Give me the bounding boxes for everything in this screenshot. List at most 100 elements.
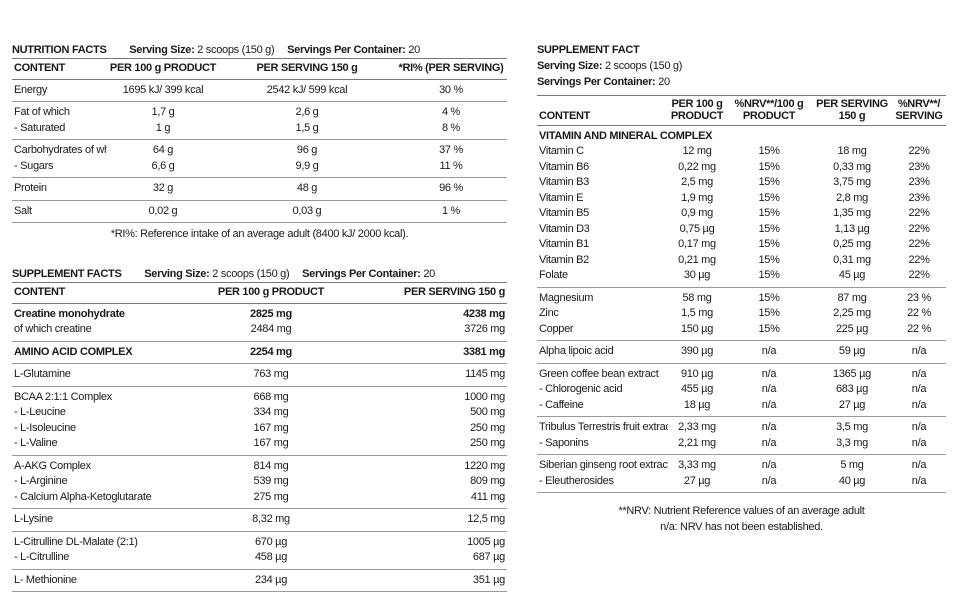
value: 20 [408, 44, 420, 56]
cell: n/a [761, 459, 777, 471]
footnote: n/a: NRV has not been established. [660, 521, 823, 533]
row-group: Carbohydrates of which 64 g 96 g 37 % - Suga… [12, 140, 507, 178]
row: Vitamin B5 0,9 mg 15% 1,35 mg 22% [537, 206, 946, 222]
cell: 15% [758, 291, 780, 304]
title: SUPPLEMENT FACT [537, 44, 640, 56]
cell: 2484 mg [250, 323, 292, 335]
cell: n/a [911, 367, 927, 380]
value: 2 scoops (150 g) [212, 268, 290, 280]
column-header: PER SERVING 150 g [219, 58, 395, 80]
cell: 455 µg [680, 383, 714, 395]
cell: 1220 mg [464, 459, 505, 472]
row: Carbohydrates of which 64 g 96 g 37 % [12, 140, 507, 159]
cell: 37 % [439, 144, 463, 156]
cell: 48 g [296, 182, 318, 194]
cell: 1,5 g [295, 121, 319, 134]
cell: 275 mg [253, 490, 289, 503]
row-label: Siberian ginseng root extract [539, 459, 668, 471]
label: Serving Size: [537, 60, 603, 72]
row-label: Salt [14, 204, 32, 217]
row-group: VITAMIN AND MINERAL COMPLEX Vitamin C 12 m… [537, 126, 946, 287]
cell: 1145 mg [465, 368, 505, 380]
footnote: *RI%: Reference intake of an average adu… [110, 228, 409, 240]
row: Zinc 1,5 mg 15% 2,25 mg 22 % [537, 306, 946, 322]
cell: 2,21 mg [678, 436, 716, 449]
cell: 2542 kJ/ 599 kcal [266, 83, 348, 96]
cell: n/a [911, 474, 927, 487]
cell: 3,75 mg [833, 176, 871, 188]
row-label: Vitamin B1 [539, 238, 589, 250]
row-label: - L-Arginine [14, 475, 68, 487]
cell: 3,5 mg [836, 421, 868, 433]
row-label: - Caffeine [539, 398, 584, 411]
cell: 150 µg [680, 322, 714, 335]
table-head: CONTENT PER 100 g PRODUCT PER SERVING 150 … [12, 58, 507, 80]
cell: 2254 mg [250, 345, 292, 358]
row: L-Citrulline DL-Malate (2:1) 670 µg 1005 µ… [12, 531, 507, 550]
row-group: Magnesium 58 mg 15% 87 mg 23 % Zinc 1,5 mg 15% 2… [537, 287, 946, 341]
cell: 45 µg [838, 269, 866, 281]
cell: 234 µg [254, 573, 288, 586]
row: of which creatine 2484 mg 3726 mg [12, 322, 507, 341]
cell: 64 g [152, 144, 174, 156]
cell: 12,5 mg [467, 513, 505, 525]
row-label: L-Lysine [14, 513, 53, 525]
cell: n/a [761, 474, 777, 487]
footnotes: **NRV: Nutrient Reference values of an a… [537, 503, 946, 535]
row-group: L-Lysine 8,32 mg 12,5 mg [12, 509, 507, 531]
cell: 3,33 mg [678, 459, 716, 471]
cell: 500 mg [470, 406, 505, 418]
row: Vitamin B2 0,21 mg 15% 0,31 mg 22% [537, 253, 946, 269]
supplement-fact-table: CONTENT PER 100 g PRODUCT %NRV**/100 g PRO… [537, 95, 946, 493]
row-group: Energy 1695 kJ/ 399 kcal 2542 kJ/ 599 kcal… [12, 79, 507, 102]
row: - L-Arginine 539 mg 809 mg [12, 474, 507, 490]
cell: 22% [908, 207, 930, 219]
row-label: - Chlorogenic acid [539, 383, 623, 395]
row-group: Siberian ginseng root extract 3,33 mg n/a 5… [537, 455, 946, 493]
column-header: CONTENT [12, 58, 107, 80]
table-head: CONTENT PER 100 g PRODUCT %NRV**/100 g PRO… [537, 95, 946, 126]
row-label: L-Citrulline DL-Malate (2:1) [14, 535, 138, 548]
nutrition-header: NUTRITION FACTS Serving Size: 2 scoops (… [12, 42, 507, 58]
column-header: CONTENT [537, 95, 668, 126]
servings-line: Servings Per Container: 20 [537, 74, 946, 90]
row: Energy 1695 kJ/ 399 kcal 2542 kJ/ 599 kcal… [12, 79, 507, 102]
row: Vitamin C 12 mg 15% 18 mg 22% [537, 144, 946, 160]
title: SUPPLEMENT FACT [537, 42, 946, 58]
row-group: L-Citrulline DL-Malate (2:1) 670 µg 1005 µ… [12, 531, 507, 569]
cell: 250 mg [470, 421, 505, 434]
row-group: Creatine monohydrate 2825 mg 4238 mg of whi… [12, 303, 507, 341]
cell: 351 µg [472, 573, 505, 586]
cell: 30 % [439, 83, 463, 96]
cell: 22 % [907, 322, 931, 335]
cell: 0,31 mg [833, 253, 871, 266]
label: Servings Per Container: [302, 268, 421, 280]
row: - Saponins 2,21 mg n/a 3,3 mg n/a [537, 436, 946, 455]
row: - Eleutherosides 27 µg n/a 40 µg n/a [537, 474, 946, 493]
row: Vitamin E 1,9 mg 15% 2,8 mg 23% [537, 191, 946, 207]
cell: 225 µg [835, 322, 869, 335]
cell: 23% [908, 160, 930, 173]
row: L-Glutamine 763 mg 1145 mg [12, 364, 507, 387]
cell: 539 mg [253, 475, 289, 487]
cell: 910 µg [680, 367, 714, 380]
row: - L-Citrulline 458 µg 687 µg [12, 550, 507, 569]
cell: 1 % [441, 204, 461, 217]
cell: 22% [908, 238, 930, 250]
supplement-header: SUPPLEMENT FACTS Serving Size: 2 scoops … [12, 266, 507, 282]
cell: 458 µg [254, 551, 288, 563]
row: Alpha lipoic acid 390 µg n/a 59 µg n/a [537, 341, 946, 364]
cell: 23 % [907, 291, 931, 304]
row-label: - L-Citrulline [14, 551, 70, 563]
cell: 87 mg [837, 291, 867, 304]
cell: 15% [758, 269, 780, 281]
cell: n/a [761, 398, 777, 411]
row: Green coffee bean extract 910 µg n/a 1365 µ… [537, 363, 946, 382]
cell: 1695 kJ/ 399 kcal [122, 83, 204, 96]
row-group: Protein 32 g 48 g 96 % [12, 178, 507, 200]
cell: 1365 µg [833, 367, 871, 380]
row-label: Alpha lipoic acid [539, 345, 614, 357]
cell: 0,21 mg [678, 253, 716, 266]
cell: 4 % [441, 106, 461, 118]
column-header: PER SERVING 150 g [327, 282, 507, 304]
